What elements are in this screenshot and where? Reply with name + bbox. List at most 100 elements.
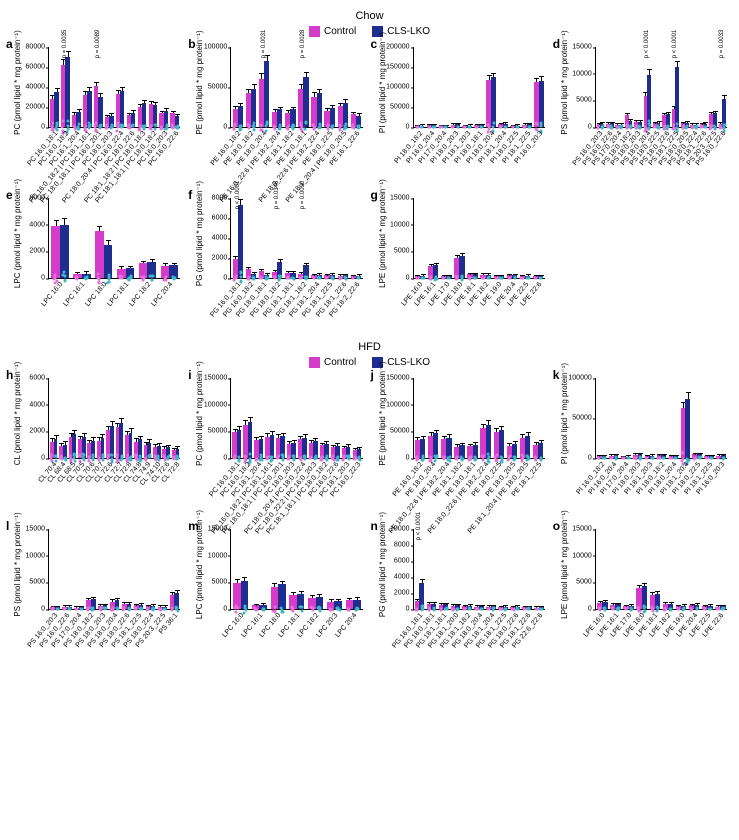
chart-g: gLPE (pmol lipid * mg protein⁻¹)05000100… [373,190,549,339]
bar-group [109,600,121,609]
legend-label-clslko-hfd: CLS-LKO [387,357,430,368]
significance-label: p = 0.0089 [95,30,101,59]
chart-l: lPS (pmol lipid * mg protein⁻¹)050001000… [8,521,184,670]
data-point [357,125,360,128]
data-point [259,124,262,127]
data-point [666,125,669,128]
bar-clslko [721,455,726,458]
bar-clslko [486,425,491,458]
data-point [445,607,448,610]
bar-clslko [290,273,295,279]
bar-group [688,605,701,609]
plot-area: LPE (pmol lipid * mg protein⁻¹)050001000… [413,198,545,279]
data-point [50,453,53,456]
bar-control [252,605,260,609]
y-tick: 10000 [562,552,592,559]
data-point [439,125,442,128]
data-point [53,277,56,280]
data-point [462,607,465,610]
y-tick: 100000 [562,375,592,382]
bar-control [117,269,126,278]
bar-clslko [356,276,361,278]
data-point [167,455,170,458]
data-point [467,607,470,610]
bar-clslko [303,265,308,278]
bar-clslko [176,449,180,458]
bar-group [168,593,180,609]
bar-group [73,607,85,609]
bar-group [61,607,73,609]
plot-area: PG (pmol lipid * mg protein⁻¹)0200040006… [230,198,362,279]
plot-area: PI (pmol lipid * mg protein⁻¹)0500001000… [595,378,727,459]
bar-group [425,604,437,609]
panel-letter: a [6,37,13,51]
data-point [689,608,692,611]
significance-label: p < 0.0001 [235,181,241,210]
bar-clslko [600,124,604,127]
legend-sw-control [309,26,320,37]
bar-group [137,262,159,278]
panel-letter: n [371,519,378,533]
y-tick: 150000 [197,375,227,382]
y-tick: 50000 [197,84,227,91]
y-tick: 2000 [197,255,227,262]
bar-group [231,430,242,458]
data-point [78,123,81,126]
bar-group [414,126,426,127]
bar-clslko [431,604,436,609]
y-tick: 4000 [197,235,227,242]
bar-clslko [115,600,120,609]
bar-clslko [72,434,76,458]
legend-label-control: Control [324,26,356,37]
bar-clslko [443,604,448,609]
data-point [677,607,680,610]
bar-group [133,605,145,609]
y-tick: 10000 [380,221,410,228]
bar-group [644,456,656,458]
data-point [238,455,241,458]
data-point [428,276,431,279]
bar-clslko [343,275,348,278]
bar-clslko [82,437,86,458]
bar-group [714,606,727,609]
data-point [498,126,501,129]
bar-clslko [356,116,361,127]
data-point [427,607,430,610]
bar-clslko [238,205,243,278]
bar-group [352,449,363,458]
bar-clslko [675,67,679,127]
bar-group [344,600,363,609]
data-point [260,276,263,279]
data-point [68,608,71,611]
data-point [291,276,294,279]
bar-control [289,595,297,609]
data-point [630,608,633,611]
bar-clslko [512,275,517,278]
bar-group [330,446,341,458]
bar-group [49,225,71,278]
bar-group [349,114,362,127]
bar-group [635,586,648,609]
y-tick: 200000 [380,44,410,51]
data-point [421,454,424,457]
data-point [157,456,160,459]
data-point [704,125,707,128]
bar-control [139,263,148,278]
bar-group [492,276,505,278]
bar-clslko [713,113,717,127]
data-point [73,453,76,456]
data-point [719,125,722,128]
chart-c: cPI (pmol lipid * mg protein⁻¹)050000100… [373,39,549,188]
legend-label-clslko: CLS-LKO [387,26,430,37]
data-point [482,277,485,280]
panel-letter: i [188,368,191,382]
bar-clslko [76,112,80,127]
y-tick: 0 [15,606,45,613]
bar-group [532,276,545,278]
bar-group [675,606,688,609]
bar-group [158,265,180,278]
bar-group [171,449,180,458]
bar-clslko [277,109,282,127]
data-point [103,607,106,610]
y-tick: 6000 [197,215,227,222]
